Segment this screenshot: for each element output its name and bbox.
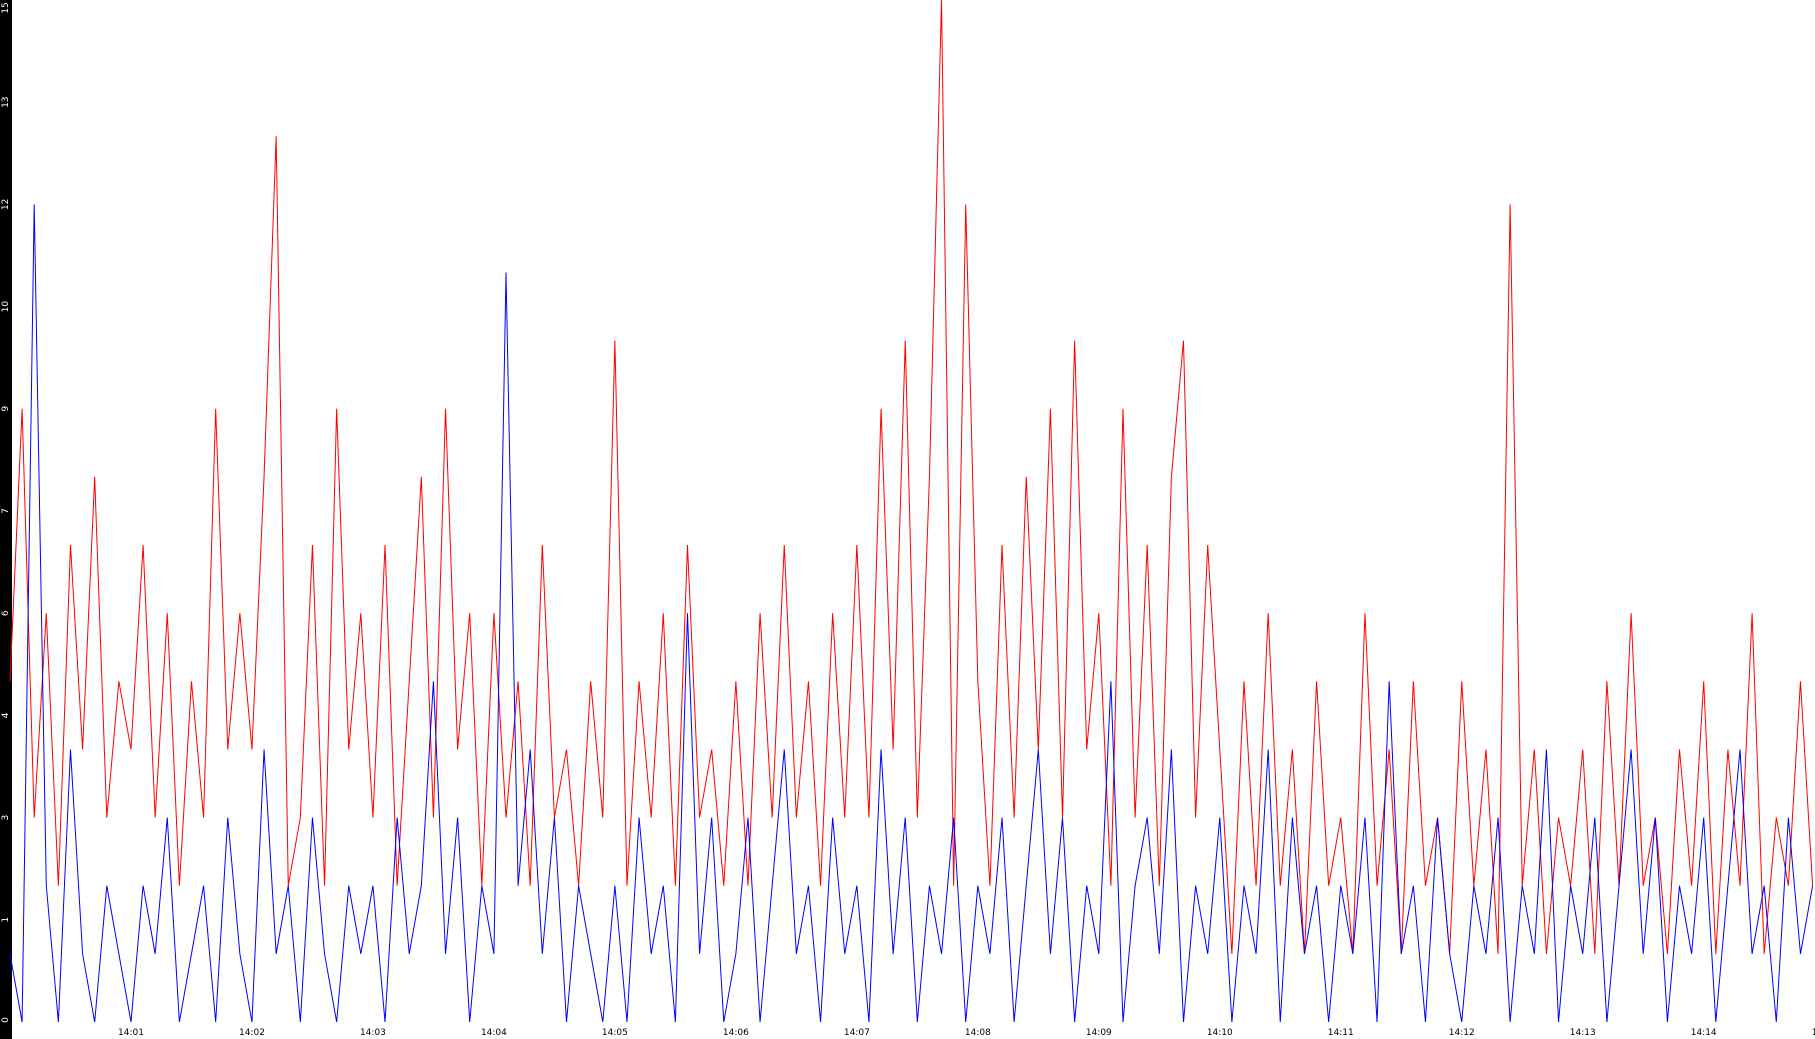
x-tick-label: 14:13 (1570, 1028, 1596, 1038)
x-tick-label: 14:08 (965, 1028, 991, 1038)
x-tick-label: 14:02 (239, 1028, 265, 1038)
x-tick-label: 14:15 (1812, 1028, 1815, 1038)
y-tick-label: 9 (1, 406, 11, 412)
y-tick-label: 15 (1, 2, 11, 13)
y-tick-label: 13 (1, 96, 11, 107)
x-tick-label: 14:10 (1207, 1028, 1233, 1038)
y-tick-label: 1 (1, 917, 11, 923)
x-tick-label: 14:04 (481, 1028, 507, 1038)
y-tick-label: 6 (1, 610, 11, 616)
y-tick-label: 10 (1, 301, 11, 313)
y-tick-label: 4 (1, 712, 11, 718)
y-tick-label: 0 (1, 1017, 11, 1023)
y-tick-label: 7 (1, 508, 11, 514)
y-tick-label: 3 (1, 815, 11, 821)
x-tick-label: 14:03 (360, 1028, 386, 1038)
y-tick-label: 12 (1, 199, 11, 210)
x-tick-label: 14:11 (1328, 1028, 1354, 1038)
x-tick-label: 14:01 (118, 1028, 144, 1038)
y-axis-strip (0, 0, 12, 1039)
series-line (9, 0, 1814, 954)
x-tick-label: 14:06 (723, 1028, 749, 1038)
x-tick-label: 14:14 (1691, 1028, 1717, 1038)
x-tick-label: 14:05 (602, 1028, 628, 1038)
x-tick-label: 14:12 (1449, 1028, 1475, 1038)
x-tick-label: 14:09 (1086, 1028, 1112, 1038)
series-line (9, 204, 1814, 1023)
x-tick-label: 14:07 (844, 1028, 870, 1038)
